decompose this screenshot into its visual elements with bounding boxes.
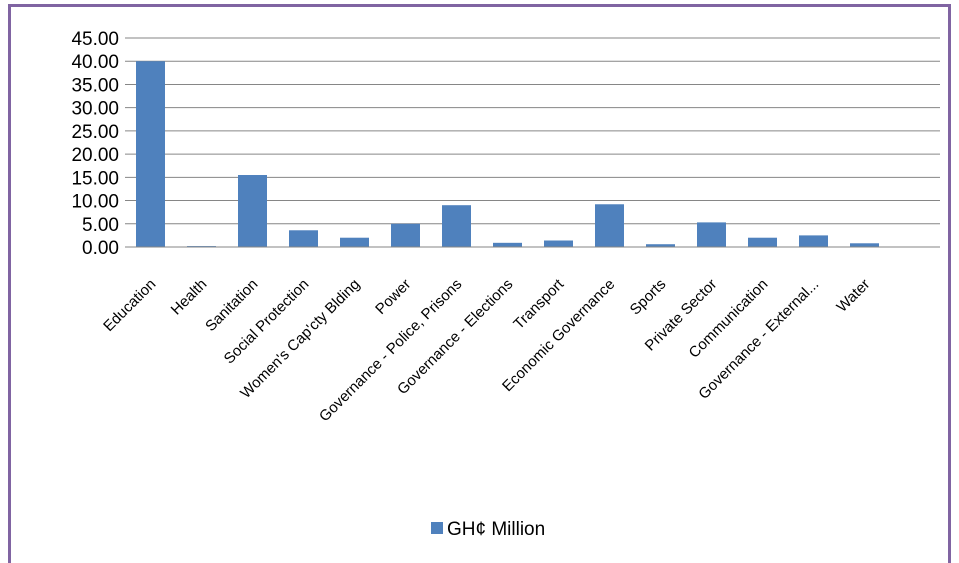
y-tick-label: 15.00 (71, 168, 119, 189)
y-tick-label: 30.00 (71, 99, 119, 120)
y-tick-label: 10.00 (71, 192, 119, 213)
bar (697, 222, 726, 247)
bar (238, 175, 267, 247)
x-tick-label: Water (833, 276, 873, 316)
bar (136, 61, 165, 247)
legend-swatch (431, 522, 443, 534)
legend-label: GH¢ Million (447, 519, 545, 540)
bar (646, 244, 675, 247)
y-tick-label: 0.00 (82, 238, 119, 259)
bar (850, 243, 879, 247)
bar (289, 230, 318, 247)
y-tick-label: 25.00 (71, 122, 119, 143)
bars (136, 61, 879, 247)
x-tick-label: Health (168, 276, 211, 319)
x-tick-label: Sports (627, 276, 670, 319)
bar (544, 240, 573, 247)
bar (493, 242, 522, 247)
bar (442, 205, 471, 247)
chart-frame (8, 4, 951, 563)
bar (748, 237, 777, 247)
y-tick-label: 35.00 (71, 75, 119, 96)
y-tick-label: 40.00 (71, 52, 119, 73)
bar (340, 237, 369, 247)
y-tick-label: 5.00 (82, 215, 119, 236)
y-tick-label: 20.00 (71, 145, 119, 166)
bar (799, 235, 828, 247)
x-tick-label: Power (372, 276, 414, 318)
bar (595, 204, 624, 247)
x-tick-label: Education (100, 276, 159, 335)
bar (391, 223, 420, 247)
legend: GH¢ Million (431, 519, 545, 540)
y-tick-label: 45.00 (71, 29, 119, 50)
